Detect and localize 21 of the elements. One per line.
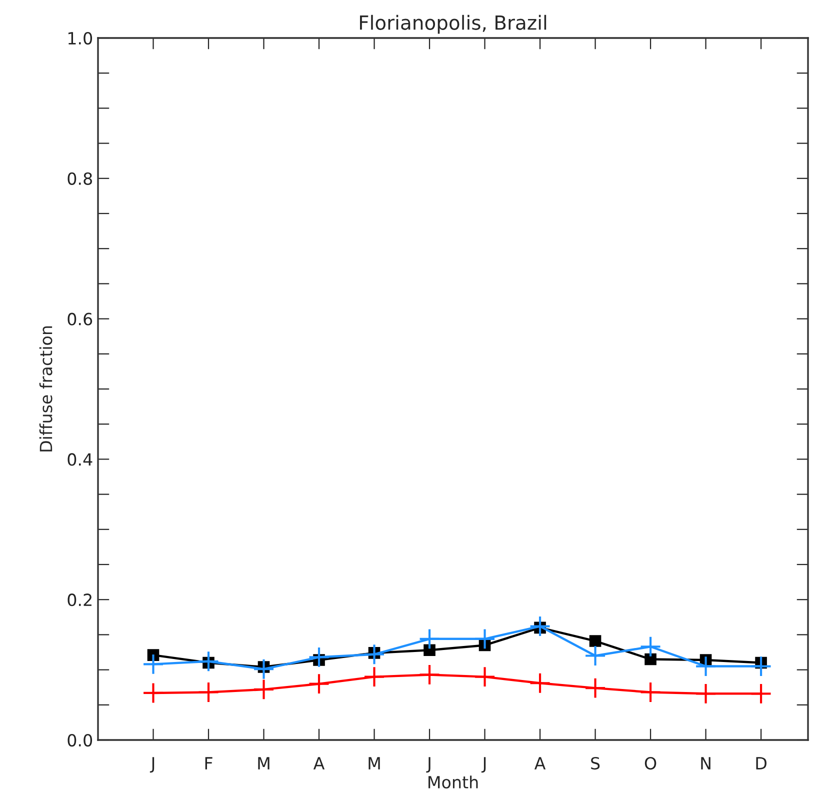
y-tick-label: 1.0 bbox=[68, 32, 92, 45]
x-tick-label: A bbox=[313, 757, 325, 770]
x-tick-label: D bbox=[756, 757, 766, 770]
y-tick-label: 0.0 bbox=[68, 734, 92, 747]
y-tick-label: 0.4 bbox=[68, 453, 92, 466]
x-tick-label: J bbox=[481, 757, 486, 773]
y-axis-title: Diffuse fraction bbox=[39, 326, 52, 452]
x-tick-label: J bbox=[150, 757, 154, 773]
x-tick-label: F bbox=[205, 757, 212, 770]
y-tick-label: 0.6 bbox=[68, 312, 92, 326]
x-tick-label: A bbox=[534, 757, 546, 770]
y-tick-label: 0.8 bbox=[68, 172, 92, 185]
y-tick-label: 0.2 bbox=[68, 594, 92, 606]
x-tick-label: M bbox=[258, 757, 270, 770]
x-tick-label: S bbox=[591, 756, 600, 770]
x-tick-label: O bbox=[644, 756, 656, 770]
chart-title: Florianopolis, Brazil bbox=[360, 14, 546, 34]
x-tick-label: J bbox=[426, 757, 430, 773]
x-tick-label: N bbox=[701, 757, 710, 770]
x-axis-title: Month bbox=[428, 776, 478, 788]
x-tick-label: M bbox=[368, 757, 380, 770]
